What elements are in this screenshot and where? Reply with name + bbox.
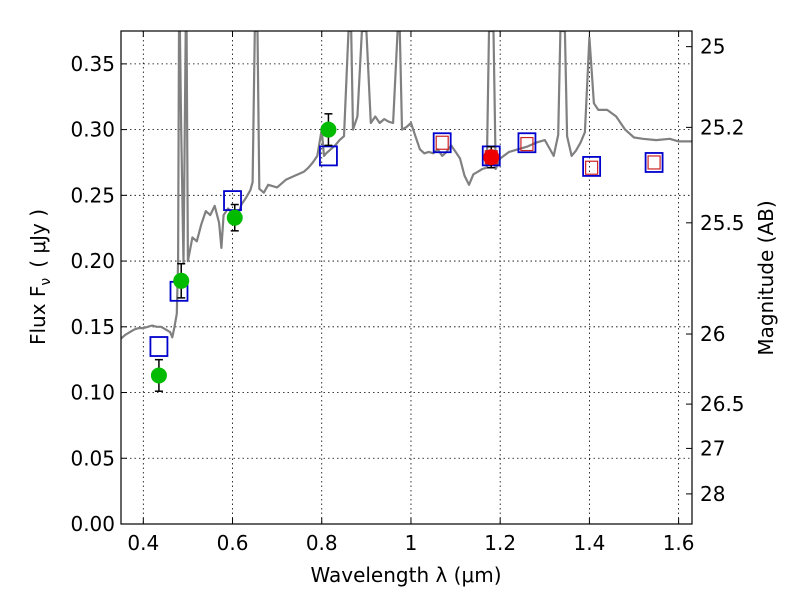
y-tick-label: 0.10 (70, 381, 115, 405)
limit-square (585, 160, 599, 175)
x-tick-label: 0.6 (217, 531, 249, 555)
x-tick-label: 0.8 (306, 531, 338, 555)
y-axis-title-sub: ν (38, 278, 54, 286)
detection-point (483, 149, 500, 166)
model-photometry-square (517, 132, 537, 154)
y2-axis-title: Magnitude (AB) (754, 200, 778, 355)
limit-square (435, 135, 449, 150)
y2-tick-label: 27 (700, 436, 725, 460)
x-tick-label: 1.6 (663, 531, 695, 555)
y-axis-title-main: Flux F (26, 286, 50, 345)
ticks: 0.4 0.6 0.8 1 1.2 1.4 1.6 0.00 0.05 0.10 0.15 0.20 0… (70, 31, 745, 555)
y2-tick-label: 26 (700, 322, 725, 346)
y-tick-label: 0.25 (70, 183, 115, 207)
photometry-point (320, 121, 337, 138)
limit-square (647, 155, 661, 170)
y-axis-title: Flux Fν ( μJy ) (26, 209, 54, 345)
spectrum-line (121, 31, 692, 340)
y-tick-label: 0.00 (70, 512, 115, 536)
plot-frame (120, 30, 693, 525)
x-tick-label: 1.2 (484, 531, 516, 555)
limit-square (520, 136, 534, 152)
plot-area (121, 31, 692, 392)
x-axis-title: Wavelength λ (μm) (310, 563, 501, 587)
y-tick-label: 0.05 (70, 446, 115, 470)
y-axis-title-unit: ( μJy ) (26, 209, 50, 268)
x-tick-label: 1.4 (573, 531, 605, 555)
photometry-point (173, 272, 190, 289)
model-photometry-square (432, 132, 452, 154)
y-tick-label: 0.35 (70, 52, 115, 76)
y2-tick-label: 28 (700, 482, 725, 506)
y-tick-label: 0.20 (70, 249, 115, 273)
y-tick-label: 0.30 (70, 118, 115, 142)
model-photometry-square (149, 336, 169, 357)
y2-tick-label: 25 (700, 35, 725, 59)
y2-tick-label: 25.5 (700, 211, 745, 235)
photometry-point (150, 367, 167, 384)
model-photometry-square (319, 145, 338, 167)
y-tick-label: 0.15 (70, 315, 115, 339)
model-photometry-square (644, 152, 664, 173)
model-photometry-square (582, 156, 602, 177)
y2-tick-label: 25.2 (700, 115, 745, 139)
x-tick-label: 0.4 (127, 531, 159, 555)
x-tick-label: 1 (405, 531, 418, 555)
grid (121, 31, 692, 525)
photometry-point (226, 209, 243, 226)
y2-tick-label: 26.5 (700, 392, 745, 416)
